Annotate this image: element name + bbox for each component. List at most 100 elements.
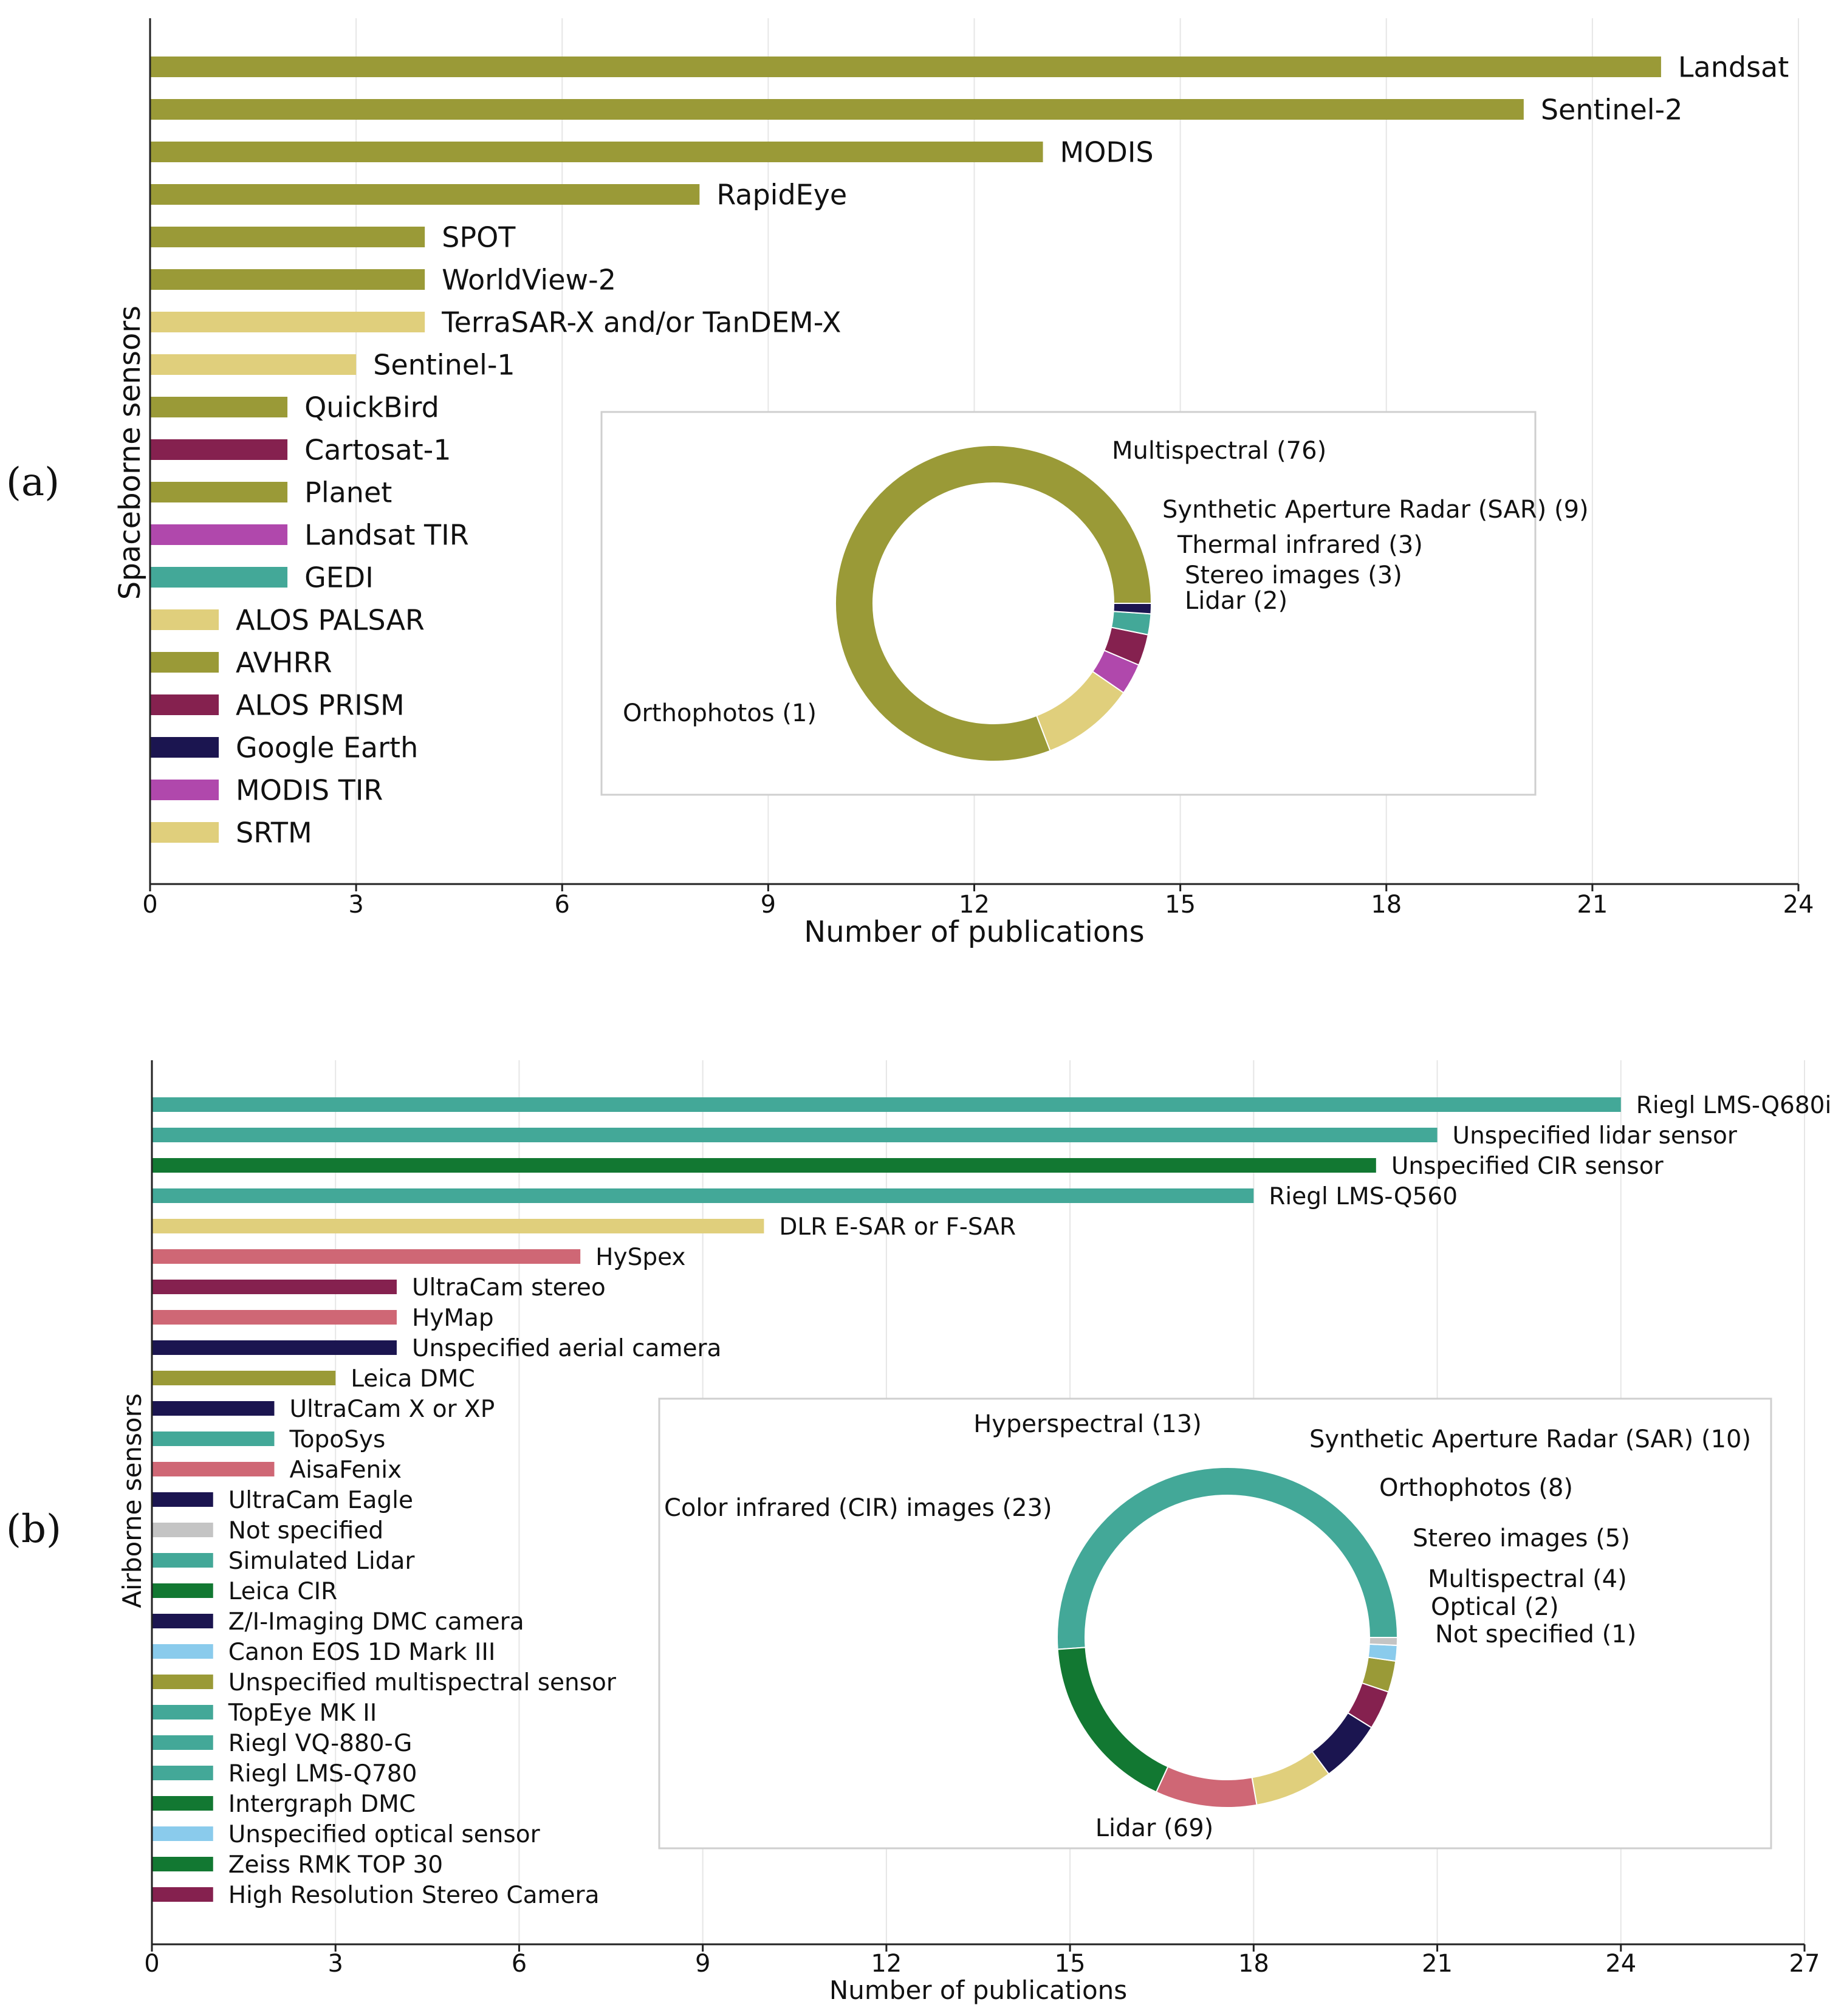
bar-zeiss-rmk-top-30 [152,1857,213,1871]
x-tick-label: 24 [1783,891,1814,919]
donut-slice-label: Hyperspectral (13) [973,1410,1202,1438]
bar-unspecified-aerial-camera [152,1340,397,1355]
bar-label: UltraCam stereo [412,1274,606,1301]
bar-label: Simulated Lidar [228,1548,416,1575]
bar-label: ALOS PRISM [236,689,405,722]
bar-riegl-lms-q560 [152,1188,1254,1203]
x-axis-title: Number of publications [829,1975,1127,2005]
bar-landsat [150,57,1661,77]
bar-srtm [150,822,219,843]
bar-cartosat-1 [150,439,288,460]
donut-slice-label: Multispectral (76) [1112,437,1326,465]
donut-slice-label: Not specified (1) [1435,1620,1636,1648]
x-tick-label: 6 [512,1950,527,1978]
panel-b-airborne-chart: Riegl LMS-Q680i Unspecified lidar sensor U… [6,1060,1831,2005]
x-tick-label: 6 [555,891,570,919]
bar-sentinel-1 [150,354,357,375]
bar-label: Planet [304,476,392,509]
bar-label: Not specified [228,1517,383,1545]
bar-label: HyMap [412,1305,494,1332]
bar-rapideye [150,184,700,205]
bar-label: Unspecified multispectral sensor [228,1669,617,1696]
x-tick-label: 21 [1422,1950,1453,1978]
bar-avhrr [150,652,219,673]
x-tick-label: 24 [1605,1950,1636,1978]
bar-label: SRTM [236,817,312,849]
y-axis-title: Spaceborne sensors [113,306,147,600]
bar-sentinel-2 [150,99,1524,120]
bar-label: AisaFenix [289,1456,402,1484]
bar-hymap [152,1310,397,1325]
bar-spot [150,227,425,247]
bar-modis-tir [150,780,219,800]
x-tick-label: 9 [761,891,776,919]
bar-label: Unspecified optical sensor [228,1821,541,1848]
donut-slice-unspecified [1368,1637,1399,1647]
bar-label: Sentinel-2 [1541,94,1683,126]
donut-slice-label: Lidar (2) [1185,587,1287,615]
bar-not-specified [152,1523,213,1537]
x-tick-label: 21 [1577,891,1608,919]
bar-toposys [152,1431,275,1446]
bar-worldview-2 [150,269,425,290]
bar-landsat-tir [150,524,288,545]
bar-label: GEDI [304,561,374,594]
donut-slice-label: Stereo images (5) [1413,1524,1630,1552]
bar-google-earth [150,737,219,758]
bar-label: Unspecified aerial camera [412,1335,721,1362]
bar-label: TerraSAR-X and/or TanDEM-X [441,306,841,339]
x-tick-label: 3 [327,1950,343,1978]
x-tick-label: 3 [348,891,363,919]
bar-label: Intergraph DMC [228,1791,416,1818]
bar-gedi [150,567,288,588]
bar-label: SPOT [442,221,516,254]
bar-label: Canon EOS 1D Mark III [228,1639,496,1666]
bar-label: UltraCam X or XP [289,1396,495,1423]
x-axis-title: Number of publications [804,915,1144,949]
donut-slice-label: Optical (2) [1431,1593,1559,1621]
x-tick-label: 9 [695,1950,710,1978]
bar-label: Zeiss RMK TOP 30 [228,1851,443,1879]
x-tick-label: 18 [1238,1950,1269,1978]
bar-label: UltraCam Eagle [228,1487,413,1514]
bar-alos-palsar [150,609,219,630]
bar-alos-prism [150,694,219,715]
x-tick-label: 12 [959,891,990,919]
bar-quickbird [150,397,288,417]
bar-label: Riegl LMS-Q680i [1636,1092,1832,1119]
x-tick-label: 0 [142,891,157,919]
bar-label: HySpex [595,1244,685,1271]
bar-leica-dmc [152,1371,336,1385]
x-tick-label: 27 [1789,1950,1820,1978]
bar-unspecified-lidar-sensor [152,1128,1438,1142]
bar-canon-eos-1d-mark-iii [152,1644,213,1659]
bar-label: Google Earth [236,732,418,764]
bar-leica-cir [152,1583,213,1598]
bar-ultracam-stereo [152,1280,397,1294]
bar-unspecified-optical-sensor [152,1826,213,1841]
bar-high-resolution-stereo-camera [152,1887,213,1902]
bar-hyspex [152,1249,581,1264]
bar-label: AVHRR [236,646,332,679]
bar-label: Cartosat-1 [304,434,451,467]
bar-riegl-lms-q780 [152,1766,213,1780]
panel-label: (a) [6,460,60,505]
donut-slice-label: Orthophotos (1) [623,699,817,727]
bar-label: Riegl LMS-Q560 [1269,1183,1458,1210]
bar-label: Riegl VQ-880-G [228,1730,413,1757]
x-tick-label: 15 [1055,1950,1086,1978]
bar-label: Unspecified lidar sensor [1453,1122,1738,1150]
bar-label: MODIS TIR [236,774,383,807]
bar-planet [150,482,288,502]
bar-label: High Resolution Stereo Camera [228,1882,600,1909]
bar-terrasar-x-and-or-tandem-x [150,312,425,332]
bar-riegl-lms-q680i [152,1097,1621,1112]
bar-label: RapidEye [716,179,847,211]
bar-unspecified-cir-sensor [152,1158,1376,1173]
bar-label: ALOS PALSAR [236,604,425,637]
x-tick-label: 18 [1371,891,1402,919]
donut-slice-ortho [1112,603,1153,615]
panel-a-spaceborne-chart: Landsat Sentinel-2 MODIS RapidEye SPOT WorldV… [6,18,1814,949]
x-tick-label: 0 [144,1950,159,1978]
